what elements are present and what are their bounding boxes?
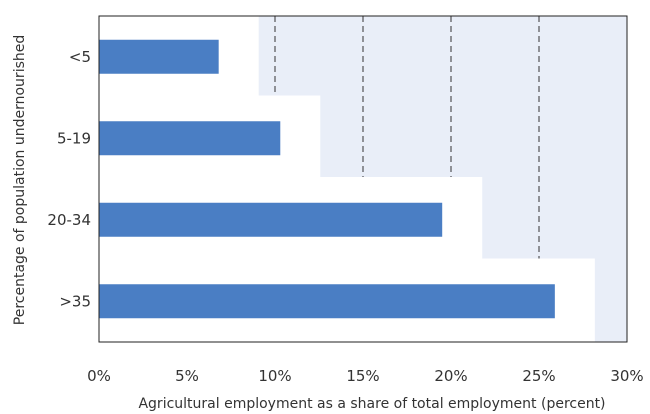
plot-border [98,15,628,343]
bars [99,16,595,344]
y-tick-label: <5 [69,48,91,66]
bar-3 [99,284,555,319]
y-axis-title: Percentage of population undernourished [12,35,28,325]
y-tick-label: 5-19 [57,129,91,147]
x-tick-label: 10% [258,367,291,385]
y-tick-labels: <5 5-19 20-34 >35 [47,48,91,311]
bar-1 [99,121,281,156]
x-axis-title: Agricultural employment as a share of to… [138,396,605,412]
x-tick-label: 20% [434,367,467,385]
x-tick-label: 25% [522,367,555,385]
plot-frame [98,15,628,343]
x-tick-label: 30% [610,367,643,385]
bar-0 [99,39,219,74]
y-tick-label: 20-34 [47,211,91,229]
bar-2 [99,202,443,237]
x-tick-label: 5% [175,367,199,385]
x-tick-labels: 0% 5% 10% 15% 20% 25% 30% [87,367,644,385]
x-tick-label: 0% [87,367,111,385]
x-tick-label: 15% [346,367,379,385]
y-tick-label: >35 [59,292,91,310]
